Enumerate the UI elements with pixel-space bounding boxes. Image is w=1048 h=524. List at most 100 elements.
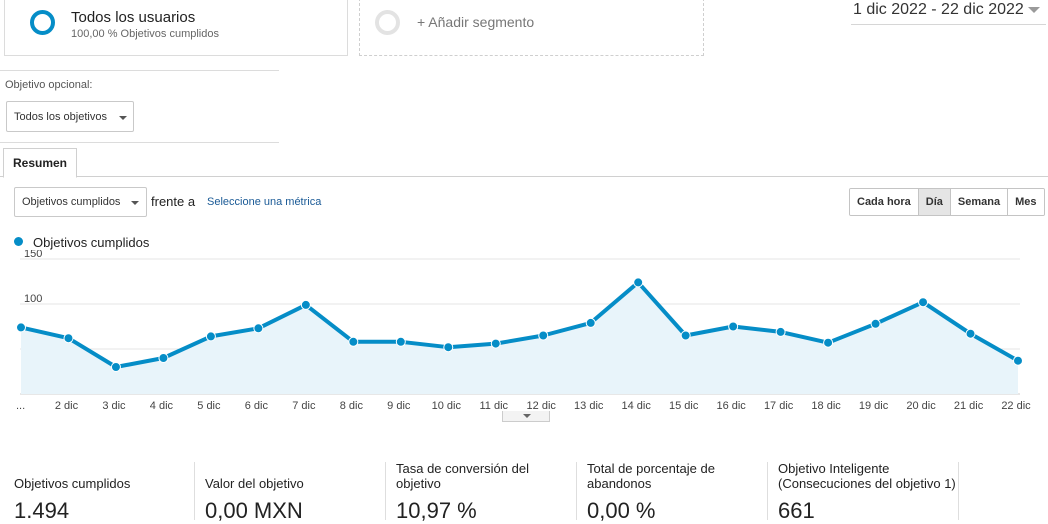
segment-card-all-users[interactable]: Todos los usuarios 100,00 % Objetivos cu… — [4, 0, 348, 56]
data-point — [253, 323, 264, 334]
data-point — [633, 277, 644, 288]
data-point — [823, 337, 834, 348]
data-point — [395, 336, 406, 347]
x-tick-label: 22 dic — [1001, 400, 1031, 412]
metric-value: 0,00 % — [587, 498, 656, 523]
x-tick-label: 12 dic — [527, 400, 557, 412]
data-point — [918, 297, 929, 308]
x-tick-label: 13 dic — [574, 400, 604, 412]
tab-resumen[interactable]: Resumen — [3, 148, 77, 178]
optional-goal-label: Objetivo opcional: — [5, 79, 93, 91]
metric-value: 10,97 % — [396, 498, 477, 523]
metric-label: Valor del objetivo — [205, 476, 304, 491]
x-tick-label: 2 dic — [55, 400, 79, 412]
data-point — [63, 333, 74, 344]
granularity-hour-button[interactable]: Cada hora — [850, 189, 918, 215]
add-segment-card[interactable]: + Añadir segmento — [359, 0, 704, 56]
add-segment-label[interactable]: + Añadir segmento — [417, 14, 535, 30]
data-point — [870, 318, 881, 329]
x-tick-label: 17 dic — [764, 400, 794, 412]
x-tick-label: 20 dic — [906, 400, 936, 412]
data-point — [965, 328, 976, 339]
chevron-down-icon — [131, 201, 139, 205]
chevron-down-icon — [119, 116, 127, 120]
legend-dot-icon — [14, 237, 23, 246]
divider — [194, 462, 195, 520]
divider — [576, 462, 577, 520]
x-tick-label: 19 dic — [859, 400, 889, 412]
data-point — [300, 299, 311, 310]
data-point — [348, 336, 359, 347]
metric-dropdown[interactable]: Objetivos cumplidos — [14, 187, 147, 217]
x-tick-label: 11 dic — [479, 400, 508, 412]
metric-smart-goal[interactable]: Objetivo Inteligente (Consecuciones del … — [778, 458, 963, 523]
data-point — [16, 322, 26, 333]
metric-value: 0,00 MXN — [205, 498, 303, 523]
y-tick-label: 100 — [24, 293, 42, 305]
metric-goal-completions[interactable]: Objetivos cumplidos 1.494 — [14, 458, 189, 523]
x-tick-label: 7 dic — [292, 400, 316, 412]
data-point — [538, 330, 549, 341]
granularity-month-button[interactable]: Mes — [1007, 189, 1044, 215]
x-tick-label: 16 dic — [716, 400, 746, 412]
vs-label: frente a — [151, 194, 196, 209]
x-tick-label: 21 dic — [954, 400, 984, 412]
divider — [0, 142, 279, 143]
divider — [958, 462, 959, 520]
chevron-down-icon — [523, 414, 531, 418]
chevron-down-icon — [1028, 7, 1040, 13]
metric-abandonment-rate[interactable]: Total de porcentaje de abandonos 0,00 % — [587, 458, 762, 523]
series-line — [20, 280, 1019, 369]
x-tick-label: 3 dic — [102, 400, 126, 412]
metric-dropdown-value: Objetivos cumplidos — [22, 196, 121, 208]
optional-goal-dropdown[interactable]: Todos los objetivos — [6, 101, 134, 132]
date-range-text: 1 dic 2022 - 22 dic 2022 — [853, 1, 1024, 18]
legend-label[interactable]: Objetivos cumplidos — [33, 235, 150, 250]
segment-ring-icon — [30, 10, 55, 35]
divider — [0, 70, 279, 71]
x-tick-label: 10 dic — [432, 400, 462, 412]
x-tick-label: 9 dic — [387, 400, 411, 412]
data-point — [775, 326, 786, 337]
data-point — [158, 353, 169, 363]
metric-goal-value[interactable]: Valor del objetivo 0,00 MXN — [205, 458, 380, 523]
select-metric-link[interactable]: Seleccione una métrica — [207, 196, 322, 208]
granularity-selector: Cada hora Día Semana Mes — [849, 188, 1045, 216]
segment-title: Todos los usuarios — [71, 9, 196, 26]
x-tick-label: 5 dic — [197, 400, 221, 412]
segment-subtitle: 100,00 % Objetivos cumplidos — [71, 28, 219, 40]
metric-label: Objetivos cumplidos — [14, 476, 131, 491]
series-area — [21, 282, 1018, 394]
data-point — [490, 338, 501, 349]
data-point — [585, 317, 596, 328]
divider — [385, 462, 386, 520]
x-tick-label: 14 dic — [622, 400, 652, 412]
y-tick-label: 150 — [24, 250, 42, 260]
data-point — [728, 321, 739, 332]
data-point — [443, 342, 454, 353]
chart-expand-handle[interactable] — [502, 411, 550, 422]
x-tick-label: 6 dic — [245, 400, 269, 412]
data-point — [110, 362, 121, 372]
date-range-picker[interactable]: 1 dic 2022 - 22 dic 2022 — [851, 0, 1046, 25]
tab-baseline — [0, 176, 1048, 177]
metric-conversion-rate[interactable]: Tasa de conversión del objetivo 10,97 % — [396, 458, 571, 523]
metric-label: Tasa de conversión del objetivo — [396, 461, 529, 491]
metric-label: Objetivo Inteligente (Consecuciones del … — [778, 461, 956, 491]
metric-value: 661 — [778, 498, 815, 523]
data-point — [1013, 355, 1023, 366]
x-tick-label: 15 dic — [669, 400, 699, 412]
metric-value: 1.494 — [14, 498, 70, 523]
granularity-week-button[interactable]: Semana — [949, 189, 1008, 215]
data-point — [205, 331, 216, 342]
x-tick-label: 18 dic — [811, 400, 841, 412]
x-tick-label: ... — [16, 400, 25, 412]
metric-label: Total de porcentaje de abandonos — [587, 461, 715, 491]
divider — [767, 462, 768, 520]
x-tick-label: 4 dic — [150, 400, 174, 412]
empty-segment-ring-icon — [375, 10, 400, 35]
data-point — [680, 330, 691, 341]
optional-goal-value: Todos los objetivos — [14, 111, 107, 123]
granularity-day-button[interactable]: Día — [917, 189, 950, 215]
